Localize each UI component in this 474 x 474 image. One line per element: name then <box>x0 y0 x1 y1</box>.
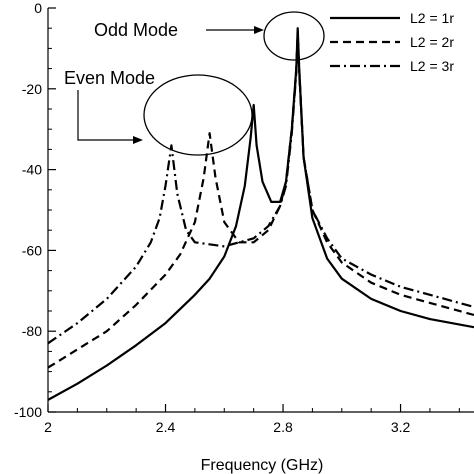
legend-label-1: L2 = 1r <box>410 10 454 26</box>
x-tick-label: 2.4 <box>156 419 176 435</box>
x-axis-title: Frequency (GHz) <box>201 457 324 474</box>
y-tick-label: -60 <box>22 242 42 258</box>
even-mode-arrow-line <box>77 90 137 141</box>
legend: L2 = 1r L2 = 2r L2 = 3r <box>330 10 454 74</box>
even-mode-label: Even Mode <box>64 68 155 88</box>
series-line-2 <box>47 31 474 369</box>
x-tick-label: 2.8 <box>273 419 293 435</box>
odd-mode-ellipse <box>263 11 325 61</box>
legend-label-2: L2 = 2r <box>410 34 454 50</box>
y-tick-label: 0 <box>34 0 42 16</box>
y-tick-label: -40 <box>22 162 42 178</box>
legend-label-3: L2 = 3r <box>410 58 454 74</box>
y-tick-label: -80 <box>22 323 42 339</box>
y-tick-label: -20 <box>22 81 42 97</box>
ticks-layer: 2 2.4 2.8 3.2 0 -20 -40 -60 -80 -100 Frequency (GH… <box>14 0 460 474</box>
odd-mode-arrowhead <box>254 26 264 34</box>
even-mode-ellipse <box>143 74 253 156</box>
x-tick-label: 3.2 <box>391 419 411 435</box>
series-layer <box>47 27 474 401</box>
annotation-layer: Odd Mode Even Mode <box>64 11 325 156</box>
series-line-1 <box>47 27 474 401</box>
x-tick-label: 2 <box>44 419 52 435</box>
even-mode-arrowhead <box>133 136 143 144</box>
y-tick-label: -100 <box>14 404 42 420</box>
odd-mode-label: Odd Mode <box>94 20 178 40</box>
